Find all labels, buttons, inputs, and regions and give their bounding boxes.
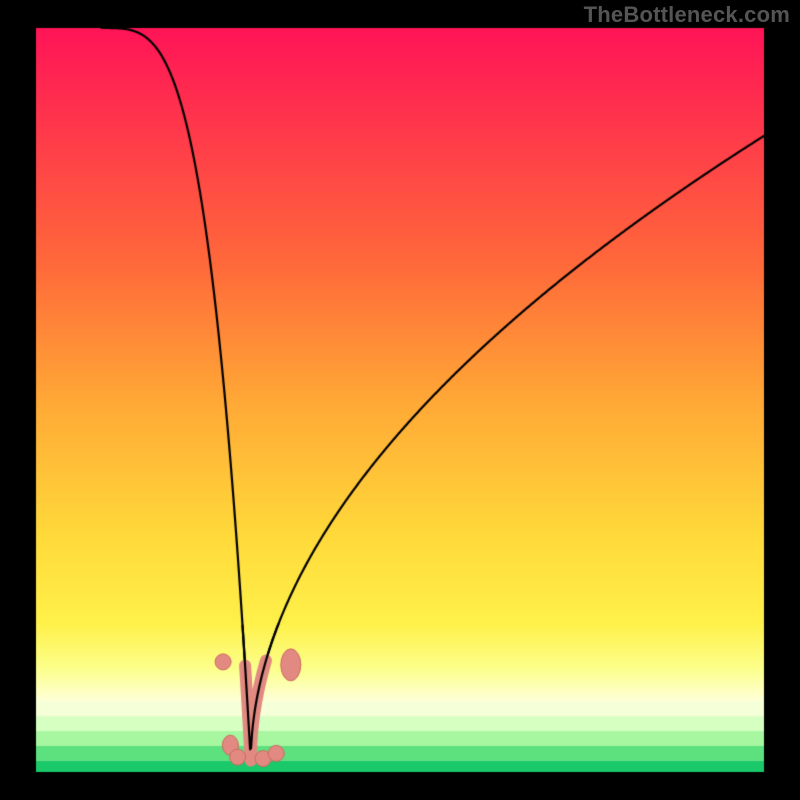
chart-stage: TheBottleneck.com (0, 0, 800, 800)
watermark-label: TheBottleneck.com (584, 2, 790, 28)
bottleneck-curve-chart (0, 0, 800, 800)
